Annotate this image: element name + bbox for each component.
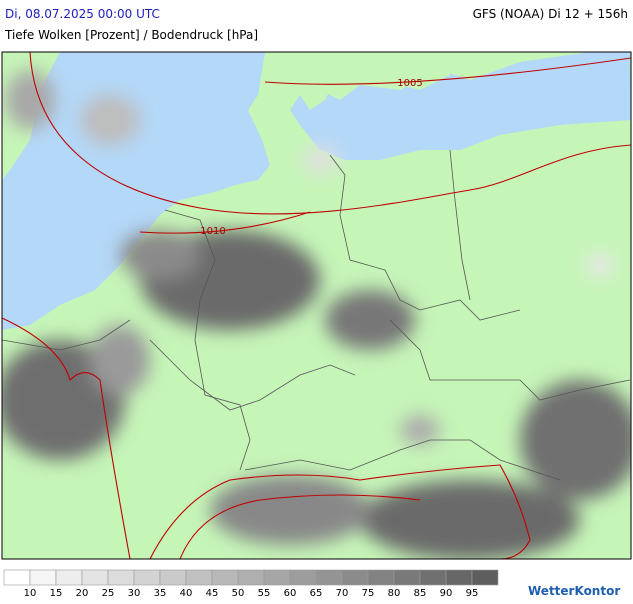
legend-swatch — [263, 569, 291, 586]
model-run: GFS (NOAA) Di 12 + 156h — [473, 7, 628, 21]
cloud-cover — [2, 70, 631, 559]
legend-swatch — [29, 569, 57, 586]
isobar — [149, 464, 531, 559]
legend-label: 45 — [206, 588, 219, 599]
legend-label: 25 — [102, 588, 115, 599]
legend-label: 75 — [362, 588, 375, 599]
legend-label: 50 — [232, 588, 245, 599]
isobar — [29, 52, 631, 215]
map-frame — [1, 51, 632, 560]
legend-swatch — [55, 569, 83, 586]
legend-label: 35 — [154, 588, 167, 599]
north-sea — [2, 52, 270, 330]
isobar-label: 1005 — [397, 78, 422, 89]
map: 1005 1010 — [2, 52, 631, 559]
borders — [2, 149, 631, 481]
legend-swatch — [289, 569, 317, 586]
legend-label: 40 — [180, 588, 193, 599]
legend-swatch — [341, 569, 369, 586]
legend-swatch — [107, 569, 135, 586]
legend-swatch — [367, 569, 395, 586]
legend-label: 15 — [50, 588, 63, 599]
legend-label: 65 — [310, 588, 323, 599]
legend-swatch — [237, 569, 265, 586]
isobar — [179, 494, 421, 559]
legend-swatch — [315, 569, 343, 586]
legend-swatch — [81, 569, 109, 586]
isobar-label: 1010 — [200, 226, 225, 237]
isobar — [264, 57, 631, 85]
forecast-time: Di, 08.07.2025 00:00 UTC — [5, 7, 160, 21]
isobar — [2, 317, 131, 559]
legend-swatch — [133, 569, 161, 586]
legend-swatch — [471, 569, 499, 586]
legend-label: 10 — [24, 588, 37, 599]
legend-label: 80 — [388, 588, 401, 599]
legend-label: 30 — [128, 588, 141, 599]
legend-label: 20 — [76, 588, 89, 599]
legend-swatch — [3, 569, 31, 586]
legend-swatch — [419, 569, 447, 586]
legend: 10 15 20 25 30 35 40 45 50 55 60 65 70 75 80 85 90 95 — [3, 569, 499, 599]
legend-swatch — [445, 569, 473, 586]
isobars — [2, 52, 631, 559]
legend-swatch — [211, 569, 239, 586]
legend-swatch — [185, 569, 213, 586]
legend-label: 90 — [440, 588, 453, 599]
map-subtitle: Tiefe Wolken [Prozent] / Bodendruck [hPa… — [4, 28, 258, 42]
legend-swatch — [393, 569, 421, 586]
logo: WetterKontor — [528, 584, 620, 598]
legend-label: 70 — [336, 588, 349, 599]
legend-label: 95 — [466, 588, 479, 599]
baltic-sea — [270, 52, 631, 160]
isobar — [139, 211, 311, 234]
legend-label: 85 — [414, 588, 427, 599]
legend-swatch — [159, 569, 187, 586]
legend-label: 55 — [258, 588, 271, 599]
legend-label: 60 — [284, 588, 297, 599]
denmark — [300, 52, 450, 110]
